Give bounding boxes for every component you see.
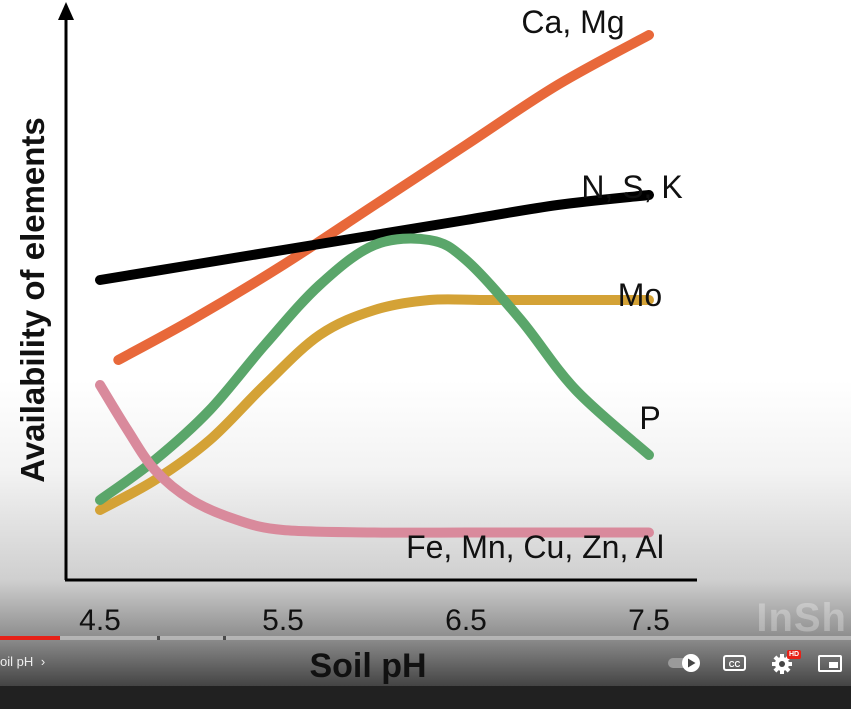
x-tick-label: 5.5: [262, 604, 304, 637]
chapter-title-text: oil pH: [0, 654, 34, 669]
chevron-right-icon: ›: [40, 654, 46, 669]
x-axis-title: Soil pH: [309, 647, 426, 685]
miniplayer-button[interactable]: [816, 651, 844, 675]
series-line-fe-mn-cu-zn-al: [95, 380, 654, 538]
label-mo: Mo: [618, 277, 662, 313]
channel-watermark: InSh: [756, 596, 847, 640]
page-bottom-strip: [0, 686, 851, 709]
progress-bar[interactable]: [0, 636, 851, 640]
chapter-divider: [223, 636, 226, 640]
gear-icon: [772, 654, 792, 674]
subtitles-button[interactable]: CC: [722, 651, 748, 675]
series-line-n-s-k: [95, 190, 654, 285]
player-controls: oil pH › CC: [0, 640, 851, 686]
label-fe-mn-cu-zn-al: Fe, Mn, Cu, Zn, Al: [406, 529, 664, 565]
series-line-mo: [95, 294, 654, 515]
miniplayer-icon: [818, 655, 842, 672]
cc-icon: CC: [723, 655, 746, 671]
autoplay-toggle[interactable]: [666, 651, 702, 675]
svg-text:CC: CC: [729, 660, 741, 669]
chapter-divider: [157, 636, 160, 640]
series-line-ca-mg: [113, 30, 654, 365]
y-axis-title: Availability of elements: [14, 117, 51, 483]
x-tick-label: 4.5: [79, 604, 121, 637]
autoplay-toggle-icon: [668, 654, 700, 672]
chapter-title[interactable]: oil pH ›: [0, 654, 45, 669]
x-tick-label: 7.5: [628, 604, 670, 637]
y-axis-arrow: [58, 2, 74, 20]
progress-played: [0, 636, 60, 640]
label-p: P: [639, 400, 660, 436]
label-ca-mg: Ca, Mg: [521, 4, 624, 40]
settings-button[interactable]: HD: [770, 650, 802, 675]
label-n-s-k: N, S, K: [581, 169, 682, 205]
x-tick-label: 6.5: [445, 604, 487, 637]
hd-badge: HD: [787, 650, 802, 659]
series-line-p: [95, 233, 654, 505]
